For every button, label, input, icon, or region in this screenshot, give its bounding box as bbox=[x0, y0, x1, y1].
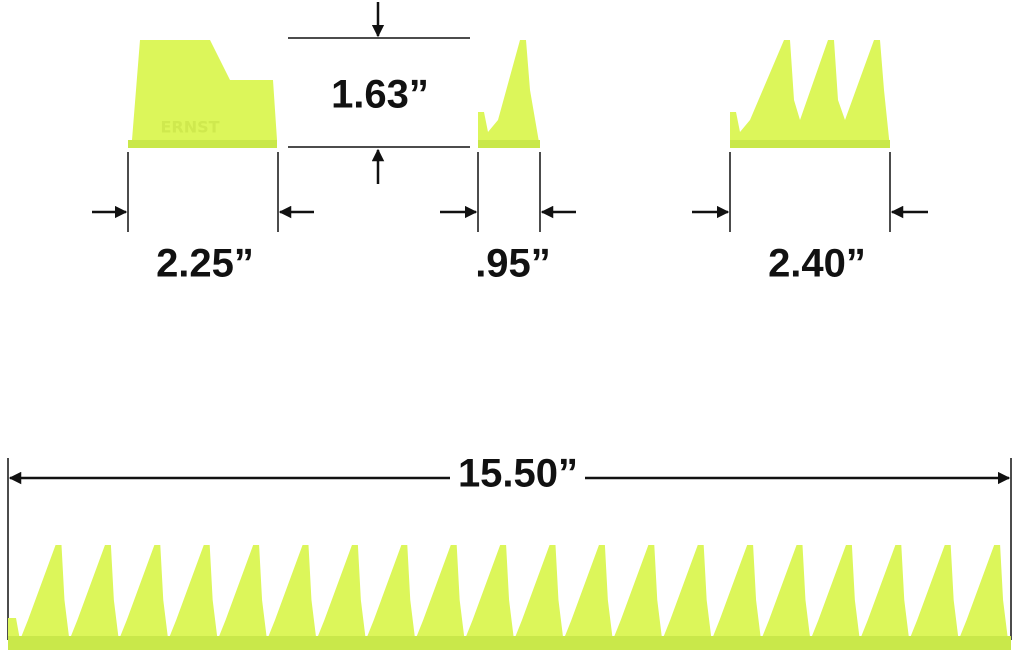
single-shape bbox=[478, 40, 540, 148]
triple-holder bbox=[730, 40, 890, 148]
rail-base bbox=[8, 636, 1011, 650]
single-base bbox=[478, 140, 540, 148]
block-shape bbox=[128, 40, 277, 148]
rail bbox=[8, 545, 1011, 650]
triple-base bbox=[730, 140, 890, 148]
rail-length-label: 15.50” bbox=[458, 452, 578, 496]
triple-width-label: 2.40” bbox=[768, 242, 866, 286]
block-holder: ERNST bbox=[128, 40, 277, 148]
triple-shape bbox=[730, 40, 890, 148]
single-width-label: .95” bbox=[475, 242, 551, 286]
rail-teeth bbox=[8, 545, 1011, 650]
single-holder bbox=[478, 40, 540, 148]
block-width-label: 2.25” bbox=[156, 242, 254, 286]
brand-emboss: ERNST bbox=[160, 118, 219, 137]
block-base bbox=[128, 140, 277, 148]
height-label: 1.63” bbox=[331, 73, 429, 117]
